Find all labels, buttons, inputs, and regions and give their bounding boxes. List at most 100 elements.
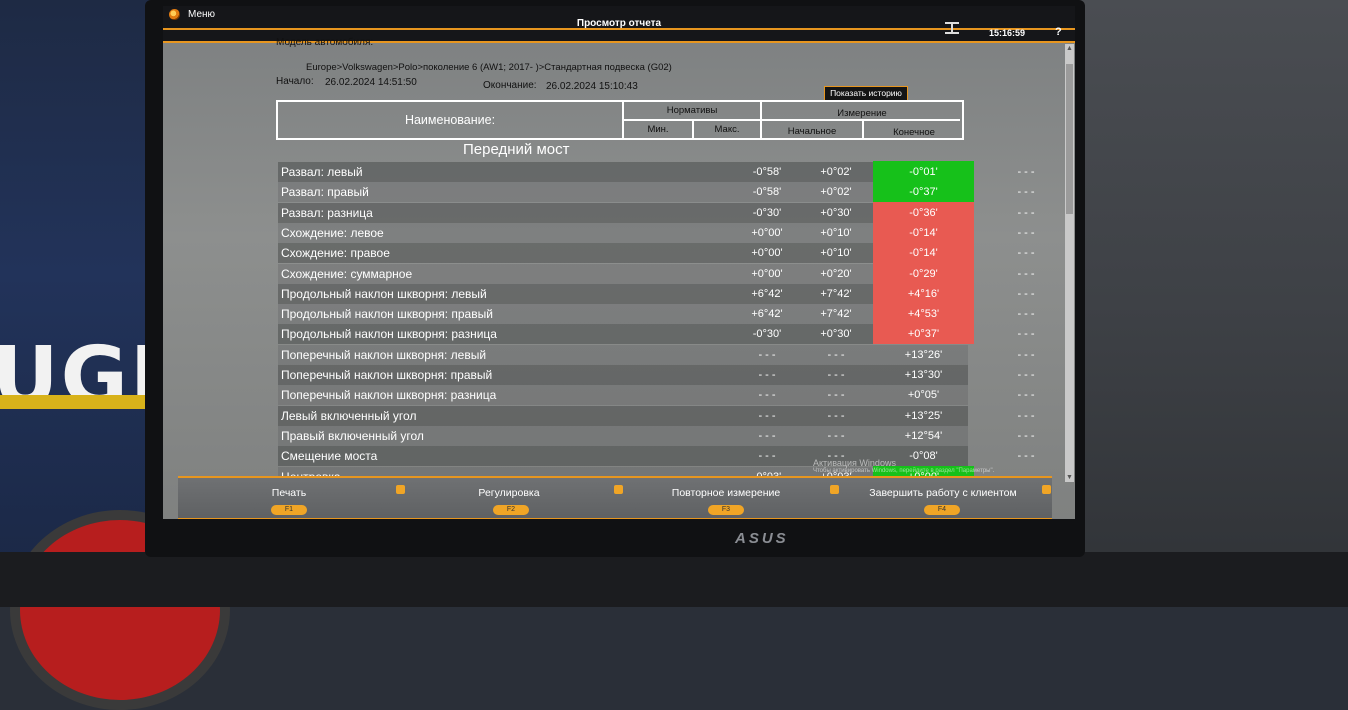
table-row: Поперечный наклон шкворня: правый - - - - …	[278, 365, 1035, 385]
row-max: - - -	[827, 369, 845, 381]
row-name: Правый включенный угол	[281, 428, 424, 443]
scrollbar[interactable]: ▲ ▼	[1065, 44, 1074, 482]
row-initial: -0°36'	[909, 206, 938, 219]
row-initial: +0°05'	[907, 389, 940, 402]
print-button[interactable]: Печать F1	[178, 478, 400, 518]
initial-value-cell	[873, 201, 974, 223]
row-name: Поперечный наклон шкворня: левый	[281, 347, 487, 362]
end-value: 26.02.2024 15:10:43	[546, 81, 638, 92]
row-min: +0°00'	[751, 247, 783, 260]
clock: 15:16:59	[989, 28, 1026, 38]
row-max: +0°10'	[820, 226, 852, 239]
row-final: - - -	[1017, 429, 1035, 442]
row-name: Продольный наклон шкворня: разница	[281, 327, 497, 342]
row-name: Смещение моста	[281, 449, 378, 464]
row-min: - - -	[758, 389, 776, 402]
row-max: - - -	[827, 409, 845, 422]
row-final: - - -	[1017, 328, 1035, 341]
row-initial: +4°53'	[907, 308, 940, 321]
app-logo-icon	[169, 9, 180, 20]
show-history-button[interactable]: Показать историю	[824, 86, 908, 101]
background-stripe	[0, 395, 150, 409]
print-label: Печать	[271, 487, 307, 499]
app-screen: Меню Просмотр отчета 15:16:59 ? Модель а…	[163, 6, 1075, 519]
table-row: Схождение: левое +0°00' +0°10' -0°14' - - -	[278, 221, 1035, 243]
row-min: -0°30'	[752, 206, 782, 219]
row-max: +0°20'	[820, 267, 852, 280]
row-name: Схождение: левое	[281, 225, 384, 240]
row-initial: +13°25'	[904, 409, 943, 422]
row-max: +0°02'	[820, 186, 852, 199]
table-row: Смещение моста - - - - - - -0°08' - - -	[278, 446, 1035, 467]
table-row: Развал: левый -0°58' +0°02' -0°01' - - -	[278, 161, 1035, 182]
row-name: Продольный наклон шкворня: левый	[281, 286, 487, 301]
row-final: - - -	[1017, 287, 1035, 300]
scrollbar-thumb[interactable]	[1066, 64, 1073, 214]
table-row: Поперечный наклон шкворня: левый - - - - -…	[278, 344, 1035, 365]
header-final: Конечное	[893, 127, 935, 138]
row-background	[278, 304, 968, 325]
table-row: Схождение: правое +0°00' +0°10' -0°14' - - -	[278, 242, 1035, 264]
table-row: Поперечный наклон шкворня: разница - - - -…	[278, 385, 1035, 406]
initial-value-cell	[873, 323, 974, 345]
initial-value-cell	[873, 221, 974, 243]
row-min: -0°30'	[752, 328, 782, 341]
row-initial: +0°37'	[907, 328, 940, 341]
row-initial: +13°26'	[904, 348, 943, 361]
row-min: - - -	[758, 369, 776, 381]
initial-value-cell	[873, 161, 974, 182]
initial-value-cell	[873, 242, 974, 264]
menu-button[interactable]: Меню	[169, 9, 215, 20]
background-wall-right	[1068, 0, 1348, 607]
footer-toolbar: Печать F1 Регулировка F2 Повторное измер…	[178, 476, 1052, 519]
row-max: - - -	[827, 429, 845, 442]
lift-icon[interactable]	[945, 22, 959, 34]
row-min: +0°00'	[751, 226, 783, 239]
row-initial: -0°37'	[909, 186, 938, 199]
row-initial: +12°54'	[904, 429, 943, 442]
finish-client-label: Завершить работу с клиентом	[869, 487, 1017, 499]
scroll-down-icon[interactable]: ▼	[1066, 474, 1073, 481]
remeasure-button[interactable]: Повторное измерение F3	[618, 478, 834, 518]
row-name: Развал: правый	[281, 185, 369, 200]
table-row: Развал: разница -0°30' +0°30' -0°36' - - -	[278, 201, 1035, 223]
row-max: +0°10'	[820, 247, 852, 260]
initial-value-cell	[873, 282, 974, 304]
menu-label: Меню	[188, 9, 216, 20]
titlebar-accent-line	[163, 41, 1075, 43]
row-name: Поперечный наклон шкворня: разница	[281, 388, 497, 403]
adjustment-key-badge: F2	[493, 505, 529, 515]
adjustment-label: Регулировка	[478, 487, 540, 499]
finish-client-key-badge: F4	[924, 505, 960, 515]
row-min: - - -	[758, 348, 776, 361]
row-final: - - -	[1017, 348, 1035, 361]
row-background	[278, 162, 968, 182]
row-background	[278, 344, 968, 365]
row-max: +0°30'	[820, 206, 852, 219]
finish-client-button[interactable]: Завершить работу с клиентом F4	[834, 478, 1052, 518]
watermark-text: Чтобы активировать Windows, перейдите в …	[813, 468, 995, 474]
row-background	[278, 324, 968, 345]
remeasure-key-badge: F3	[708, 505, 744, 515]
row-name: Продольный наклон шкворня: правый	[281, 307, 493, 322]
footer-separator	[614, 485, 623, 494]
scroll-up-icon[interactable]: ▲	[1066, 45, 1073, 52]
row-name: Развал: разница	[281, 205, 373, 220]
row-background	[278, 425, 968, 446]
table-row: Правый включенный угол - - - - - - +12°54' -…	[278, 425, 1035, 446]
row-max: +0°02'	[820, 166, 852, 178]
row-name: Схождение: правое	[281, 246, 390, 261]
table-row: Схождение: суммарное +0°00' +0°20' -0°29' - …	[278, 262, 1035, 284]
row-initial: -0°14'	[909, 226, 938, 239]
adjustment-button[interactable]: Регулировка F2	[400, 478, 618, 518]
row-background	[278, 263, 968, 284]
header-norms: Нормативы	[666, 105, 718, 116]
row-background	[278, 182, 968, 203]
row-background	[278, 365, 968, 385]
row-max: - - -	[827, 389, 845, 402]
help-icon[interactable]: ?	[1055, 26, 1062, 38]
remeasure-label: Повторное измерение	[671, 487, 781, 499]
header-measurement: Измерение	[837, 108, 887, 119]
section-title: Передний мост	[463, 141, 570, 158]
row-background	[278, 405, 968, 426]
